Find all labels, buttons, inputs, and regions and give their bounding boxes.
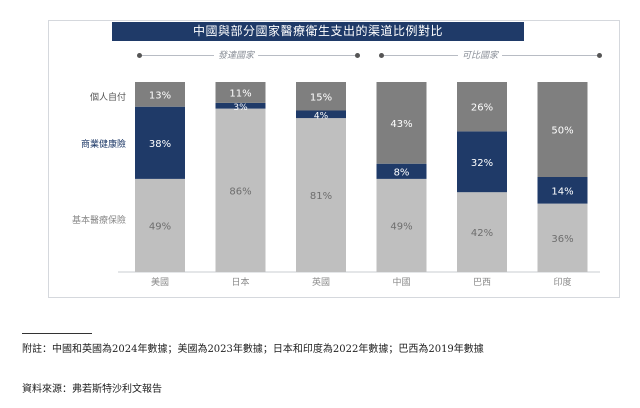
data-label-0-1: 86% bbox=[229, 186, 251, 197]
data-label-1-3: 8% bbox=[394, 167, 410, 178]
bar-segment-2-3 bbox=[376, 82, 427, 164]
category-label-1: 日本 bbox=[231, 276, 249, 288]
legend-label-out-of-pocket: 個人自付 bbox=[89, 93, 126, 103]
group-label-developed: 發達國家 bbox=[214, 48, 259, 61]
bar-segment-1-4 bbox=[457, 131, 507, 193]
bar-segment-2-2 bbox=[296, 82, 346, 111]
footnote-rule bbox=[22, 333, 92, 334]
data-label-0-4: 42% bbox=[471, 228, 493, 239]
category-label-3: 中國 bbox=[392, 276, 410, 288]
bar-segment-2-5 bbox=[537, 82, 588, 177]
category-label-0: 美國 bbox=[151, 276, 169, 288]
group-dot-comparable-right bbox=[597, 53, 602, 58]
group-dot-developed-right bbox=[355, 53, 360, 58]
data-label-2-3: 43% bbox=[390, 119, 412, 130]
bar-segment-0-4 bbox=[457, 192, 507, 272]
bar-segment-0-0 bbox=[135, 178, 185, 272]
data-label-2-2: 15% bbox=[310, 92, 332, 103]
footnote-note: 附註：中國和英國為2024年數據；美國為2023年數據；日本和印度為2022年數… bbox=[22, 344, 484, 355]
bar-segment-2-0 bbox=[135, 82, 185, 107]
data-label-1-4: 32% bbox=[471, 158, 493, 169]
bar-segment-1-5 bbox=[537, 177, 588, 204]
bar-segment-0-5 bbox=[537, 203, 588, 272]
bar-segment-1-0 bbox=[135, 106, 185, 179]
bar-segment-0-3 bbox=[376, 178, 427, 272]
bar-segment-1-3 bbox=[376, 163, 427, 179]
group-dot-developed-left bbox=[137, 53, 142, 58]
data-label-2-4: 26% bbox=[471, 103, 493, 114]
bar-segment-0-1 bbox=[215, 108, 266, 272]
data-label-0-3: 49% bbox=[390, 221, 412, 232]
data-label-0-0: 49% bbox=[149, 221, 171, 232]
category-label-2: 英國 bbox=[312, 276, 330, 288]
data-label-1-2: 4% bbox=[314, 111, 329, 121]
data-label-2-1: 11% bbox=[229, 88, 251, 99]
group-label-comparable: 可比國家 bbox=[458, 48, 503, 61]
legend-label-basic-insurance: 基本醫療保險 bbox=[71, 216, 126, 226]
data-label-2-5: 50% bbox=[551, 126, 573, 137]
data-label-0-5: 36% bbox=[551, 234, 573, 245]
data-label-1-1: 3% bbox=[233, 103, 248, 113]
data-label-1-5: 14% bbox=[551, 186, 573, 197]
bar-segment-1-2 bbox=[296, 110, 346, 119]
data-label-2-0: 13% bbox=[149, 90, 171, 101]
data-label-0-2: 81% bbox=[310, 191, 332, 202]
bar-segment-1-1 bbox=[215, 102, 266, 109]
data-label-1-0: 38% bbox=[149, 139, 171, 150]
legend-label-commercial-insurance: 商業健康險 bbox=[80, 140, 126, 150]
bar-segment-2-4 bbox=[457, 82, 507, 132]
bar-segment-0-2 bbox=[296, 118, 346, 272]
bar-segment-2-1 bbox=[215, 82, 266, 103]
category-label-5: 印度 bbox=[553, 276, 571, 288]
chart-title: 中國與部分國家醫療衛生支出的渠道比例對比 bbox=[112, 22, 524, 41]
footnote-source: 資料來源：弗若斯特沙利文報告 bbox=[22, 384, 162, 395]
group-dot-comparable-left bbox=[379, 53, 384, 58]
category-label-4: 巴西 bbox=[473, 277, 491, 288]
